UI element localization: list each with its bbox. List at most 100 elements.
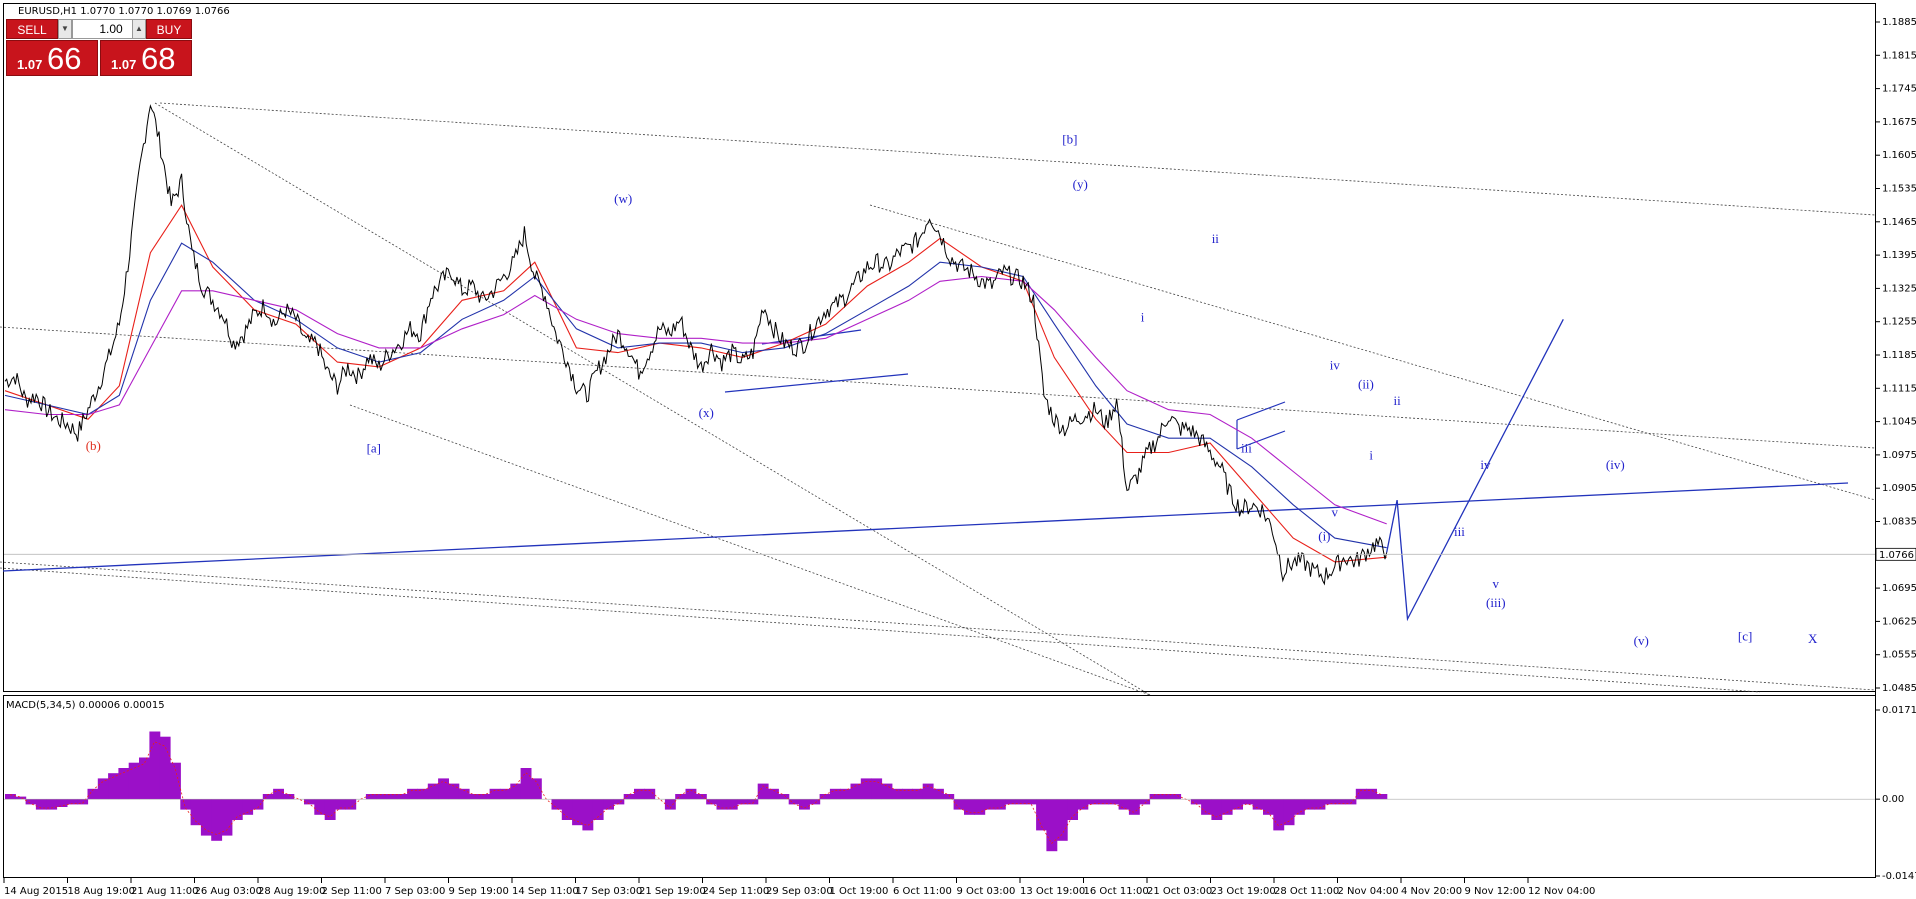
price-line (4, 104, 1388, 586)
buy-price-box[interactable]: 1.07 68 (100, 40, 192, 76)
macd-bar (922, 783, 934, 800)
time-tick-label: 14 Aug 2015 (4, 886, 68, 897)
wave-label: i (1369, 448, 1373, 463)
macd-bar (1098, 799, 1109, 805)
macd-bar (572, 799, 583, 826)
macd-bar (1211, 799, 1223, 820)
lot-size-input[interactable]: 1.00 (72, 19, 150, 39)
macd-bar (1159, 794, 1171, 800)
lot-increase-icon[interactable]: ▲ (132, 19, 146, 39)
bid-label: 1.0766 (1879, 550, 1914, 561)
time-tick-label: 6 Oct 11:00 (893, 886, 952, 897)
blue-trendline (724, 373, 909, 393)
macd-bar (530, 778, 542, 800)
macd-bar (1221, 799, 1233, 815)
time-tick-label: 4 Nov 20:00 (1401, 886, 1462, 897)
macd-bar (56, 799, 68, 807)
wave-label: v (1493, 576, 1500, 591)
macd-bar (664, 799, 676, 810)
time-tick-label: 16 Oct 11:00 (1084, 886, 1149, 897)
dotted-trendline (0, 561, 1876, 691)
macd-bar (778, 794, 790, 800)
macd-bar (1118, 799, 1130, 810)
time-tick-label: 21 Oct 03:00 (1147, 886, 1212, 897)
moving-average-line (4, 204, 1387, 563)
macd-bar (97, 778, 109, 800)
dotted-trendline (154, 102, 1151, 696)
macd-bar (1201, 799, 1212, 815)
macd-bar (149, 731, 161, 800)
price-tick-label: 1.1535 (1882, 184, 1916, 195)
price-tick-label: 1.1465 (1882, 217, 1916, 228)
macd-bar (396, 794, 408, 800)
macd-bar (211, 799, 223, 841)
wave-labels: (b) [a](w)(x)[b](y)iiiiiiiv(ii)iiiv(i)ivi… (86, 131, 1818, 648)
macd-bar (1056, 799, 1068, 841)
dotted-trendline (159, 102, 1876, 216)
time-tick-label: 7 Sep 03:00 (385, 886, 445, 897)
macd-bar (933, 788, 944, 800)
time-tick-label: 17 Sep 03:00 (576, 886, 643, 897)
price-tick-label: 1.0695 (1882, 583, 1916, 594)
macd-bar (448, 783, 460, 800)
wave-label: (iv) (1606, 457, 1625, 472)
price-tick-label: 1.0905 (1882, 483, 1916, 494)
macd-bar (1335, 799, 1347, 805)
price-tick-label: 1.0835 (1882, 517, 1916, 528)
sell-price-box[interactable]: 1.07 66 (6, 40, 98, 76)
macd-bar (35, 799, 47, 810)
macd-bar (1263, 799, 1274, 815)
macd-bar (788, 799, 800, 805)
wave-label: iv (1480, 457, 1491, 472)
time-tick-label: 9 Oct 03:00 (957, 886, 1016, 897)
macd-signal-line (10, 741, 1382, 845)
macd-bar (190, 799, 202, 826)
macd-tick-label: 0.00 (1882, 794, 1904, 805)
macd-bar (180, 799, 192, 810)
buy-button[interactable]: BUY (146, 19, 192, 39)
macd-bar (737, 799, 748, 805)
macd-bar (170, 762, 181, 800)
macd-bar (25, 799, 37, 805)
macd-bar (335, 799, 346, 810)
one-click-trade-panel: SELL ▼ 1.00 ▲ BUY 1.07 66 1.07 68 (6, 19, 192, 77)
wave-label: ii (1212, 231, 1220, 246)
macd-bar (582, 799, 594, 831)
macd-bar (283, 794, 295, 800)
macd-bar (1170, 794, 1182, 800)
wave-label: [a] (367, 441, 381, 456)
macd-bar (1015, 799, 1027, 805)
sell-button[interactable]: SELL (6, 19, 58, 39)
macd-bar (118, 768, 130, 800)
macd-bar (747, 799, 759, 805)
wave-label: i (1141, 310, 1145, 325)
time-tick-label: 2 Nov 04:00 (1338, 886, 1399, 897)
macd-bar (1293, 799, 1305, 815)
macd-tick-label: -0.01477 (1882, 871, 1916, 882)
blue-trendline (1236, 430, 1286, 450)
macd-bar (1190, 799, 1202, 805)
macd-bar (231, 799, 243, 820)
macd-bar (716, 799, 728, 810)
time-tick-label: 18 Aug 19:00 (68, 886, 135, 897)
time-tick-label: 21 Aug 11:00 (131, 886, 198, 897)
moving-averages (4, 204, 1387, 563)
macd-bar (706, 799, 718, 805)
sell-price-big: 66 (47, 41, 82, 76)
macd-bar (1036, 799, 1047, 831)
macd-bar (1005, 799, 1017, 805)
wave-label: (iii) (1486, 595, 1506, 610)
macd-bar (1025, 799, 1037, 805)
time-tick-label: 29 Sep 03:00 (766, 886, 833, 897)
time-tick-label: 21 Sep 19:00 (639, 886, 706, 897)
trendlines (0, 102, 1876, 696)
macd-bar (881, 783, 893, 800)
macd-bar (489, 788, 501, 800)
wave-label: (i) (1318, 529, 1330, 544)
lot-decrease-icon[interactable]: ▼ (58, 19, 72, 39)
time-tick-label: 12 Nov 04:00 (1528, 886, 1595, 897)
macd-bar (891, 788, 903, 800)
macd-bar (386, 794, 398, 800)
macd-bar (1139, 799, 1151, 805)
